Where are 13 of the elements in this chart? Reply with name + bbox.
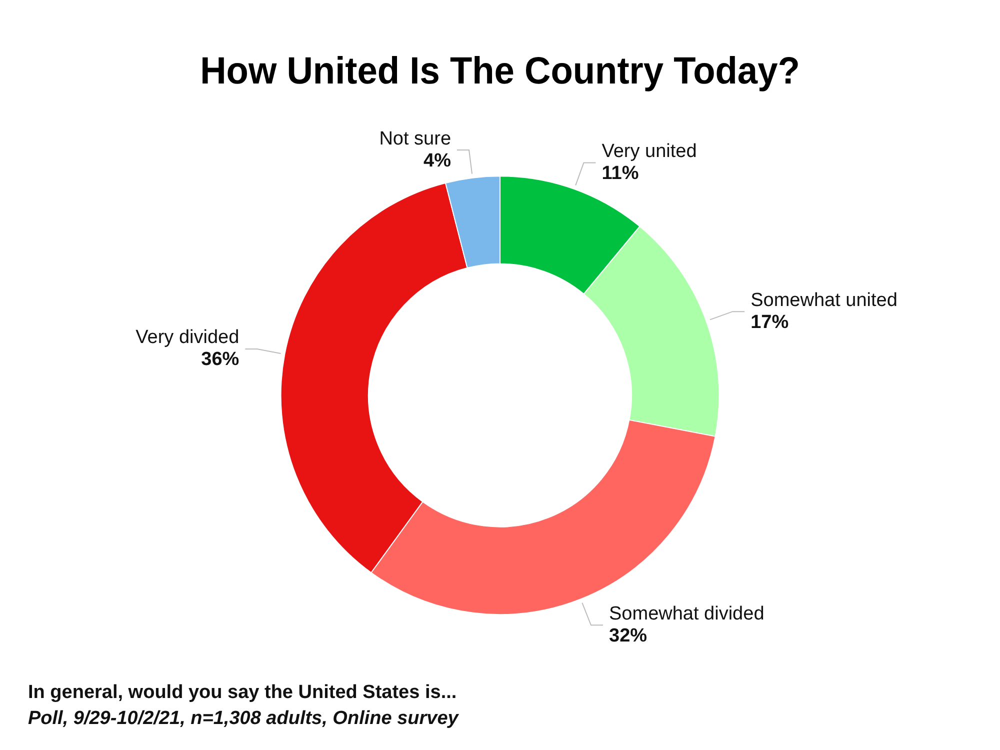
slice-label: Not sure (379, 128, 452, 150)
data-label: 11% (602, 162, 639, 184)
slice-label: Very divided (136, 327, 240, 348)
slice-label: Somewhat united (750, 290, 898, 311)
data-label: 17% (750, 312, 789, 333)
chart-title: How United Is The Country Today? (200, 48, 800, 92)
slice-label: Very united (602, 140, 697, 162)
data-label: 4% (424, 150, 452, 172)
text: In general, would you say the United States is... (28, 681, 458, 705)
data-label: 32% (609, 625, 648, 646)
data-label: 36% (201, 349, 240, 370)
text: Poll, 9/29-10/2/21, n=1,308 adults, Online survey (28, 707, 458, 731)
slice-label: Somewhat divided (609, 603, 764, 624)
